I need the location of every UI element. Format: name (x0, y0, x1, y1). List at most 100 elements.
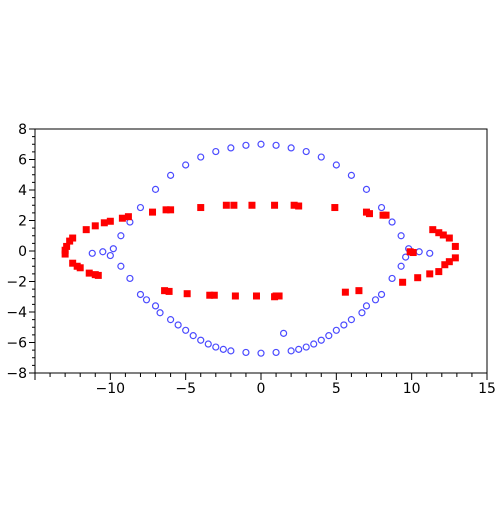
data-point-circle (142, 296, 151, 304)
x-axis: −10 −5 0 5 10 15 (34, 373, 496, 397)
data-point-square (441, 261, 449, 269)
data-point-circle (287, 347, 295, 355)
data-point-circle (151, 302, 160, 310)
data-point-square (85, 269, 93, 277)
data-point-square (445, 234, 453, 242)
data-point-circle (197, 336, 205, 344)
x-tick-label: 5 (332, 381, 341, 397)
data-point-circle (167, 316, 175, 324)
data-point-circle (287, 144, 295, 152)
x-tick-label: 15 (478, 381, 496, 397)
data-point-circle (402, 253, 410, 261)
data-point-square (167, 206, 175, 214)
data-point-circle (189, 332, 197, 340)
data-point-circle (347, 316, 355, 324)
data-point-square (355, 287, 363, 295)
data-point-circle (302, 147, 310, 156)
data-point-square (197, 204, 205, 212)
data-point-circle (426, 249, 434, 257)
data-point-square (161, 287, 169, 295)
x-tick-label: −5 (175, 381, 196, 397)
data-point-square (331, 204, 339, 212)
data-point-square (210, 291, 218, 299)
data-point-circle (415, 248, 423, 256)
data-point-circle (212, 147, 220, 156)
data-point-circle (242, 141, 250, 149)
data-point-circle (99, 248, 107, 256)
data-point-circle (362, 185, 371, 193)
data-point-circle (325, 332, 333, 340)
data-point-circle (257, 349, 265, 357)
data-point-circle (377, 203, 386, 212)
data-point-circle (197, 153, 205, 161)
data-point-circle (362, 302, 371, 310)
data-point-circle (109, 245, 117, 253)
y-axis: −8 −6 −4 −2 0 2 4 6 8 (6, 122, 35, 382)
data-point-circle (156, 309, 164, 317)
data-point-circle (295, 345, 303, 353)
data-point-circle (174, 321, 182, 329)
data-point-circle (182, 326, 190, 334)
series-0 (88, 140, 434, 357)
data-point-square (290, 201, 298, 209)
data-point-square (341, 288, 349, 296)
data-point-circle (106, 251, 114, 260)
data-point-square (206, 291, 214, 299)
data-point-circle (332, 326, 340, 334)
y-tick-label: −8 (6, 366, 27, 382)
data-point-circle (272, 348, 280, 357)
series-1 (61, 201, 459, 301)
data-point-square (382, 211, 390, 219)
data-point-square (435, 229, 443, 237)
x-tick-label: −10 (96, 381, 126, 397)
data-point-circle (377, 290, 386, 299)
data-point-square (162, 206, 170, 214)
data-point-square (230, 201, 238, 209)
data-point-square (399, 278, 407, 286)
data-point-square (439, 231, 447, 239)
x-tick-label: 0 (257, 381, 266, 397)
data-point-circle (358, 309, 366, 317)
data-point-square (183, 290, 191, 298)
data-point-square (426, 270, 434, 278)
y-tick-label: −2 (6, 275, 27, 291)
data-point-square (409, 249, 417, 257)
data-point-circle (204, 340, 212, 348)
plot-frame (34, 128, 488, 374)
y-tick-label: 0 (18, 244, 27, 260)
data-point-circle (388, 274, 396, 283)
data-point-square (66, 237, 74, 245)
data-point-circle (242, 348, 250, 357)
data-point-square (124, 213, 132, 221)
data-point-circle (167, 171, 175, 179)
data-point-square (91, 222, 99, 230)
y-tick-label: 2 (18, 214, 27, 230)
data-point-circle (388, 218, 396, 226)
data-point-square (222, 201, 230, 209)
data-point-circle (302, 343, 310, 351)
data-point-square (61, 246, 69, 254)
data-point-circle (88, 249, 96, 257)
data-point-square (252, 292, 260, 300)
data-point-square (231, 292, 239, 300)
data-point-square (149, 208, 157, 216)
data-point-circle (257, 140, 265, 148)
data-point-circle (310, 340, 318, 348)
data-point-square (275, 292, 283, 300)
data-point-circle (280, 329, 288, 337)
data-point-circle (347, 171, 355, 179)
data-point-square (451, 242, 459, 250)
data-point-square (248, 201, 256, 209)
data-point-circle (182, 161, 190, 169)
data-point-square (165, 287, 173, 295)
data-point-circle (397, 262, 405, 270)
data-point-square (61, 250, 69, 258)
data-point-circle (332, 161, 340, 169)
data-point-square (445, 258, 453, 266)
y-tick-label: 4 (18, 183, 27, 199)
data-point-square (295, 202, 303, 210)
x-tick-label: 10 (403, 381, 421, 397)
data-point-square (271, 293, 279, 301)
